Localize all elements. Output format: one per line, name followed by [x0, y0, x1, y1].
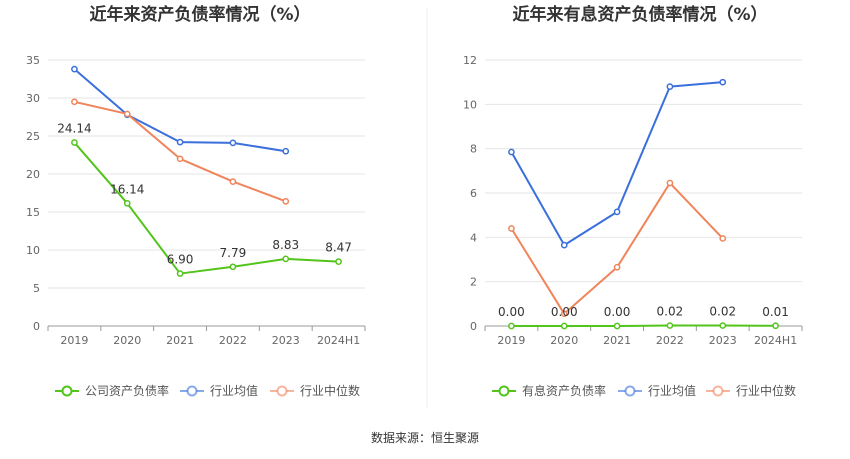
- data-point: [71, 98, 78, 106]
- x-tick-label: 2024H1: [754, 334, 797, 347]
- y-tick-label: 2: [470, 276, 477, 289]
- x-tick-label: 2022: [219, 334, 247, 347]
- data-label: 16.14: [110, 182, 144, 196]
- chart-panel-1: 近年来资产负债率情况（%） 0 5 10 15 20 25 30 35 2019 2020 2021 2…: [26, 4, 366, 398]
- x-tick-label: 2023: [709, 334, 737, 347]
- y-tick-label: 6: [470, 187, 477, 200]
- legend-marker: [186, 385, 198, 397]
- legend-label: 公司资产负债率: [85, 383, 169, 398]
- data-point: [71, 65, 78, 73]
- legend-label: 行业中位数: [736, 383, 796, 398]
- data-point: [508, 322, 515, 330]
- legend-marker: [276, 385, 288, 397]
- data-point: [176, 155, 184, 163]
- y-tick-label: 5: [33, 282, 40, 295]
- data-label: 8.83: [272, 238, 299, 252]
- y-tick-label: 10: [463, 98, 477, 111]
- x-tick-label: 2020: [113, 334, 141, 347]
- data-point: [666, 83, 674, 90]
- data-point: [719, 78, 727, 86]
- x-tick-label: 2021: [166, 334, 194, 347]
- data-point: [123, 199, 131, 207]
- data-label: 8.47: [325, 241, 352, 255]
- series-line-3: [74, 100, 287, 203]
- data-label: 24.14: [57, 122, 91, 136]
- y-tick-label: 0: [470, 320, 477, 333]
- data-point: [71, 139, 78, 146]
- data-label: 0.00: [551, 305, 578, 319]
- x-tick-label: 2020: [550, 334, 578, 347]
- data-label: 7.79: [220, 246, 247, 260]
- data-point: [123, 110, 131, 118]
- data-point: [613, 208, 621, 216]
- data-point: [560, 241, 568, 249]
- y-tick-label: 0: [33, 320, 40, 333]
- data-label: 0.02: [657, 305, 684, 319]
- series-line-3: [510, 182, 724, 315]
- data-point: [229, 263, 237, 271]
- y-tick-label: 30: [26, 92, 40, 105]
- legend-item-1[interactable]: 公司资产负债率: [55, 383, 169, 398]
- legend-label: 有息资产负债率: [522, 383, 606, 398]
- y-tick-label: 15: [26, 206, 40, 219]
- x-tick-label: 2022: [656, 334, 684, 347]
- data-point: [719, 235, 727, 242]
- data-label: 0.01: [762, 305, 789, 319]
- data-point: [508, 148, 515, 156]
- y-tick-label: 35: [26, 54, 40, 67]
- y-tick-label: 4: [470, 231, 477, 244]
- chart-title: 近年来有息资产负债率情况（%）: [512, 4, 767, 25]
- data-point: [508, 225, 515, 232]
- data-label: 0.02: [709, 305, 736, 319]
- legend-item-2[interactable]: 行业均值: [180, 383, 258, 398]
- x-tick-label: 2019: [60, 334, 88, 347]
- data-point: [176, 270, 184, 277]
- legend-label: 行业均值: [210, 383, 258, 398]
- legend-label: 行业均值: [648, 383, 696, 398]
- data-point: [176, 138, 184, 146]
- data-point: [560, 310, 568, 318]
- data-point: [282, 198, 290, 205]
- data-label: 0.00: [604, 305, 631, 319]
- legend-item-1[interactable]: 有息资产负债率: [492, 383, 606, 398]
- data-label: 0.00: [498, 305, 525, 319]
- legend-item-3[interactable]: 行业中位数: [270, 383, 360, 398]
- data-point: [772, 322, 779, 330]
- y-tick-label: 12: [463, 54, 477, 67]
- data-point: [613, 263, 621, 271]
- data-point: [282, 147, 290, 155]
- x-tick-label: 2021: [603, 334, 631, 347]
- legend-marker: [712, 385, 724, 397]
- chart-panel-2: 近年来有息资产负债率情况（%） 0 2 4 6 8 10 12 2019 2020 2021 2022…: [463, 4, 803, 398]
- chart-title: 近年来资产负债率情况（%）: [89, 4, 310, 25]
- data-point: [666, 322, 674, 329]
- y-tick-label: 25: [26, 130, 40, 143]
- y-tick-label: 20: [26, 168, 40, 181]
- legend-item-2[interactable]: 行业均值: [618, 383, 696, 398]
- data-point: [613, 322, 621, 330]
- series-line-2: [510, 81, 723, 247]
- data-point: [282, 255, 290, 263]
- legend-label: 行业中位数: [300, 383, 360, 398]
- x-tick-label: 2023: [272, 334, 300, 347]
- data-point: [335, 258, 342, 265]
- series-line-1: [73, 141, 339, 275]
- x-tick-label: 2024H1: [317, 334, 360, 347]
- y-tick-label: 8: [470, 143, 477, 156]
- data-point: [719, 322, 727, 329]
- legend-item-3[interactable]: 行业中位数: [706, 383, 796, 398]
- data-point: [666, 179, 674, 187]
- legend-marker: [498, 385, 510, 397]
- data-point: [229, 178, 237, 185]
- data-point: [229, 139, 237, 147]
- data-label: 6.90: [167, 253, 194, 267]
- source-note: 数据来源：恒生聚源: [371, 430, 479, 445]
- legend-marker: [61, 385, 73, 397]
- x-tick-label: 2019: [497, 334, 525, 347]
- legend-marker: [624, 385, 636, 397]
- data-point: [560, 322, 568, 330]
- y-tick-label: 10: [26, 244, 40, 257]
